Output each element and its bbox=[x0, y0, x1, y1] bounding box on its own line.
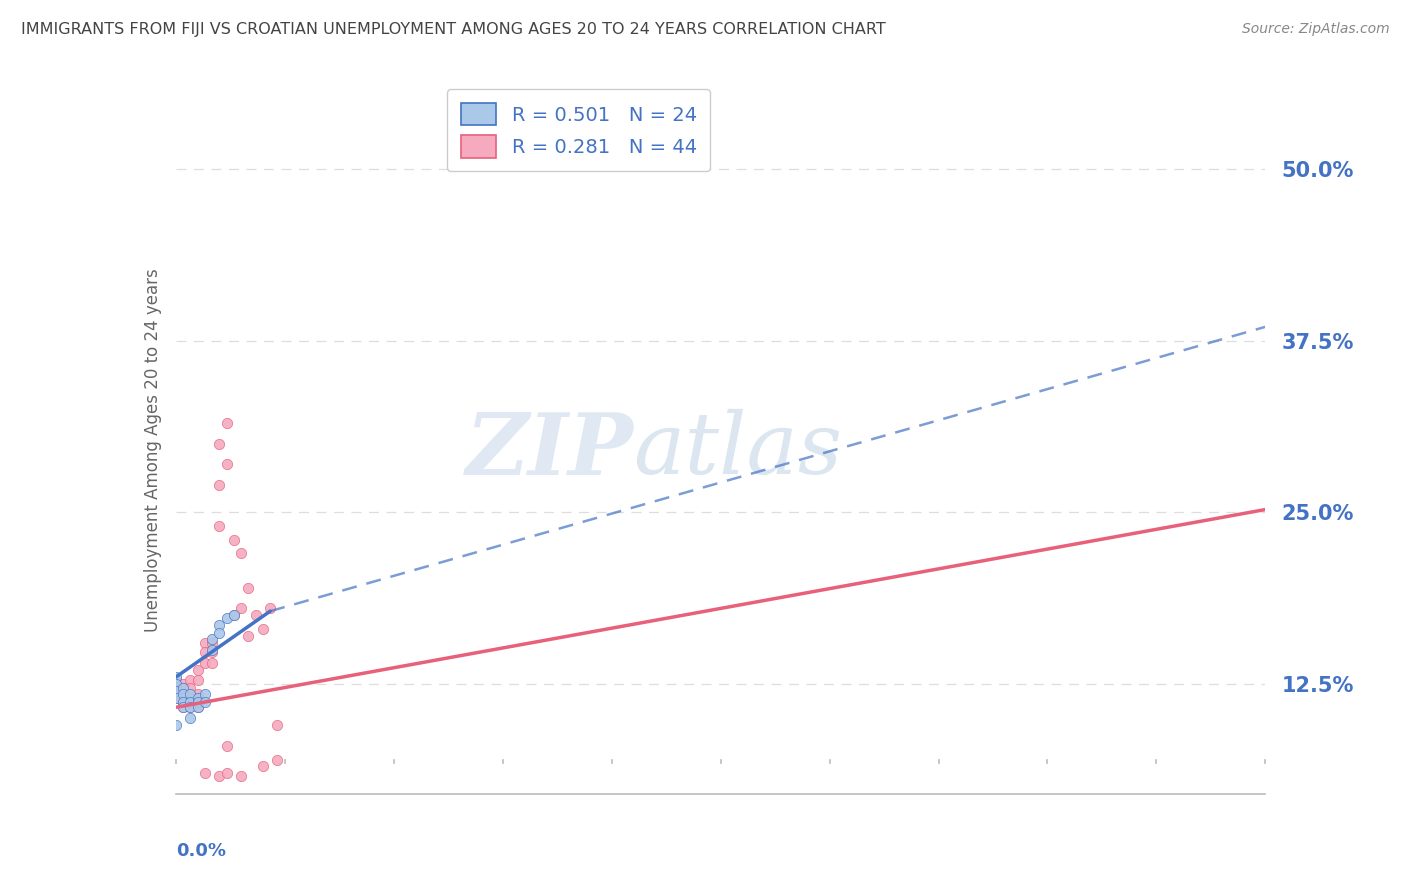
Point bbox=[165, 677, 187, 691]
Point bbox=[266, 718, 288, 732]
Point bbox=[238, 581, 260, 595]
Point bbox=[165, 681, 187, 695]
Point bbox=[172, 687, 194, 701]
Point bbox=[194, 645, 217, 659]
Point bbox=[179, 690, 201, 705]
Point bbox=[208, 478, 231, 492]
Y-axis label: Unemployment Among Ages 20 to 24 years: Unemployment Among Ages 20 to 24 years bbox=[143, 268, 162, 632]
Point bbox=[208, 519, 231, 533]
Point bbox=[165, 683, 187, 698]
Point bbox=[179, 695, 201, 709]
Point bbox=[179, 700, 201, 714]
Point bbox=[172, 700, 194, 714]
Point bbox=[215, 416, 238, 430]
Point bbox=[231, 601, 253, 615]
Point bbox=[231, 769, 253, 783]
Point bbox=[165, 687, 187, 701]
Point bbox=[172, 687, 194, 701]
Point bbox=[245, 608, 267, 623]
Point bbox=[194, 687, 217, 701]
Point bbox=[179, 687, 201, 701]
Point bbox=[222, 608, 245, 623]
Point bbox=[165, 718, 187, 732]
Point bbox=[172, 700, 194, 714]
Point bbox=[194, 657, 217, 671]
Point bbox=[222, 608, 245, 623]
Point bbox=[208, 618, 231, 632]
Point bbox=[186, 663, 209, 677]
Point bbox=[194, 695, 217, 709]
Point bbox=[208, 769, 231, 783]
Point bbox=[215, 611, 238, 625]
Text: 0.0%: 0.0% bbox=[176, 842, 226, 860]
Point bbox=[194, 766, 217, 780]
Point bbox=[186, 690, 209, 705]
Text: atlas: atlas bbox=[633, 409, 842, 491]
Point bbox=[194, 636, 217, 650]
Point bbox=[201, 632, 224, 646]
Point bbox=[201, 657, 224, 671]
Point bbox=[259, 601, 281, 615]
Point bbox=[179, 681, 201, 695]
Point bbox=[179, 711, 201, 725]
Point bbox=[215, 457, 238, 471]
Point bbox=[201, 645, 224, 659]
Point bbox=[179, 673, 201, 687]
Point bbox=[165, 690, 187, 705]
Text: Source: ZipAtlas.com: Source: ZipAtlas.com bbox=[1241, 22, 1389, 37]
Point bbox=[179, 700, 201, 714]
Point bbox=[165, 690, 187, 705]
Point bbox=[186, 695, 209, 709]
Legend: R = 0.501   N = 24, R = 0.281   N = 44: R = 0.501 N = 24, R = 0.281 N = 44 bbox=[447, 89, 710, 171]
Point bbox=[208, 436, 231, 450]
Point bbox=[252, 622, 274, 636]
Point bbox=[201, 636, 224, 650]
Point bbox=[215, 766, 238, 780]
Point bbox=[231, 546, 253, 561]
Point bbox=[165, 670, 187, 684]
Point bbox=[266, 753, 288, 767]
Point bbox=[172, 677, 194, 691]
Point bbox=[186, 700, 209, 714]
Point bbox=[186, 687, 209, 701]
Point bbox=[222, 533, 245, 547]
Point bbox=[165, 673, 187, 687]
Point bbox=[201, 642, 224, 657]
Point bbox=[172, 681, 194, 695]
Text: ZIP: ZIP bbox=[465, 409, 633, 492]
Text: IMMIGRANTS FROM FIJI VS CROATIAN UNEMPLOYMENT AMONG AGES 20 TO 24 YEARS CORRELAT: IMMIGRANTS FROM FIJI VS CROATIAN UNEMPLO… bbox=[21, 22, 886, 37]
Point bbox=[186, 673, 209, 687]
Point bbox=[208, 626, 231, 640]
Point bbox=[186, 700, 209, 714]
Point bbox=[215, 739, 238, 753]
Point bbox=[172, 695, 194, 709]
Point bbox=[252, 759, 274, 773]
Point bbox=[238, 629, 260, 643]
Point bbox=[172, 695, 194, 709]
